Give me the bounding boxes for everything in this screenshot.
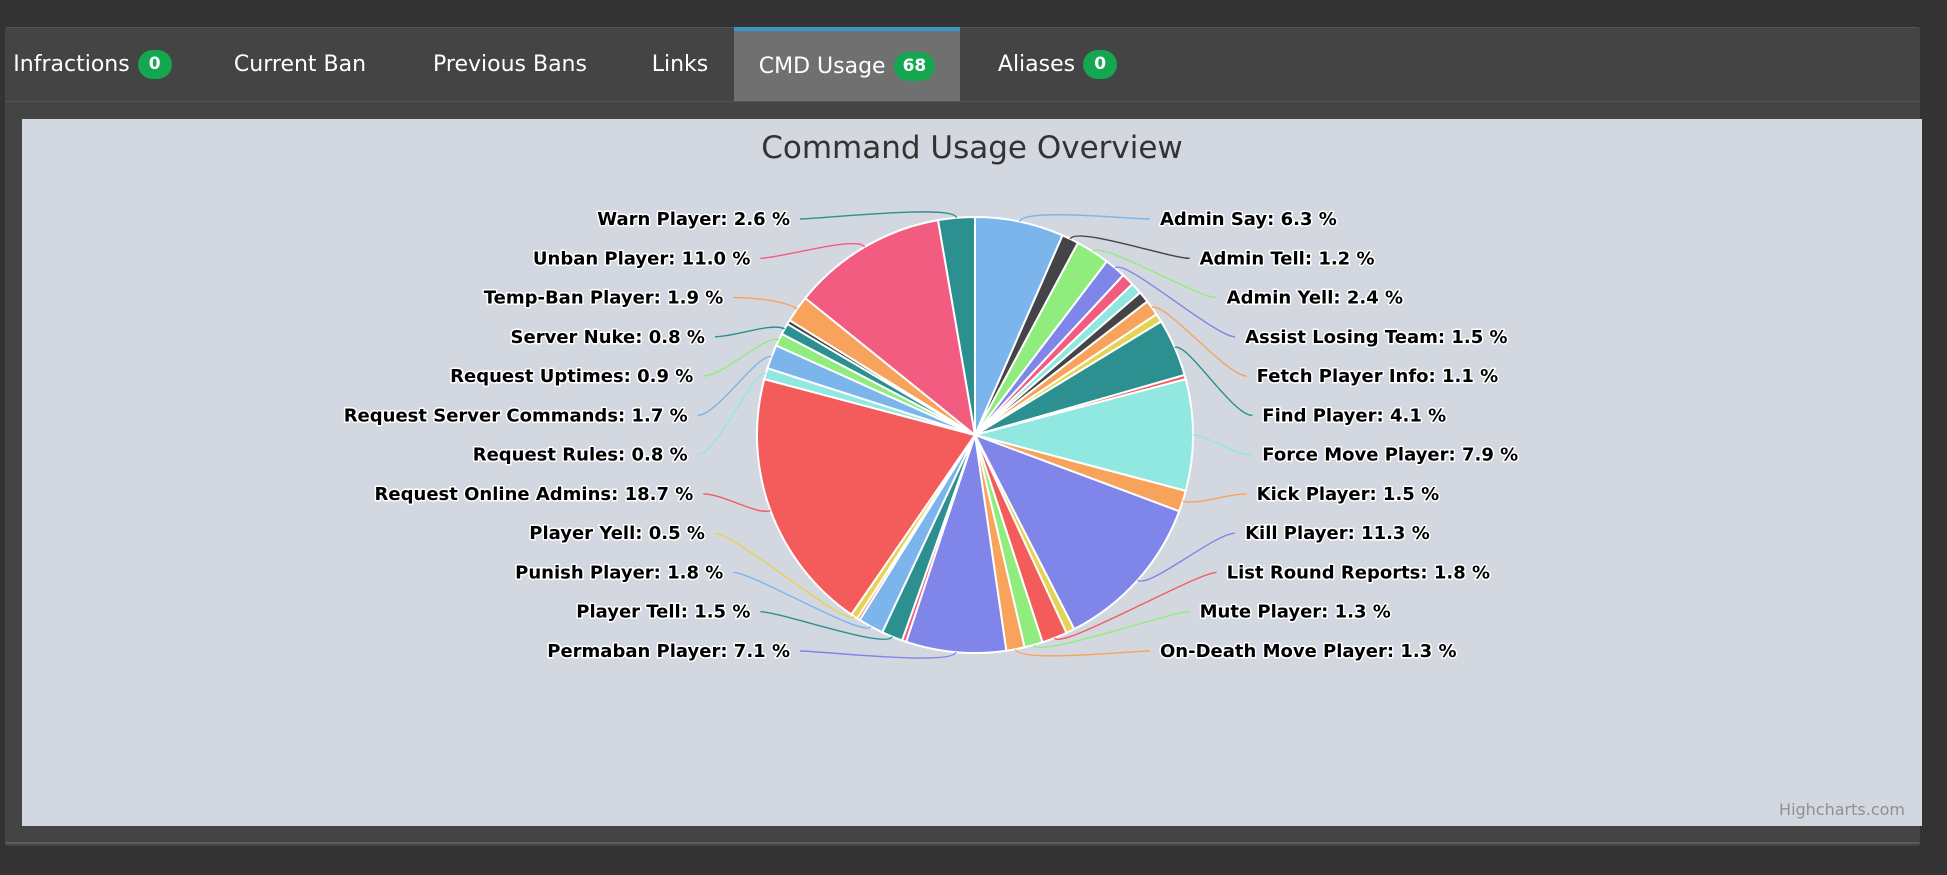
connector-kick-player [1182, 493, 1247, 503]
data-label-admin-yell: Admin Yell: 2.4 % [1227, 288, 1403, 309]
tab-label: Current Ban [233, 51, 367, 77]
connector-permaban-player [799, 650, 957, 659]
connector-kill-player [1137, 532, 1236, 582]
connector-find-player [1174, 346, 1253, 417]
data-label-request-rules: Request Rules: 0.8 % [473, 445, 688, 466]
connector-request-server-commands [697, 355, 772, 417]
tab-cmd-usage[interactable]: CMD Usage 68 [734, 27, 960, 101]
tab-label: Previous Bans [433, 51, 587, 77]
data-label-list-round-reports: List Round Reports: 1.8 % [1227, 562, 1490, 583]
data-label-unban-player: Unban Player: 11.0 % [533, 248, 751, 269]
connector-admin-tell [1069, 235, 1190, 259]
panel-bottom-border [5, 842, 1920, 844]
data-label-temp-ban-player: Temp-Ban Player: 1.9 % [484, 288, 724, 309]
connector-temp-ban-player [733, 296, 798, 310]
tab-aliases[interactable]: Aliases 0 [985, 27, 1130, 101]
tab-previous-bans[interactable]: Previous Bans [420, 27, 600, 101]
data-label-admin-say: Admin Say: 6.3 % [1160, 209, 1337, 230]
connector-mute-player [1032, 611, 1190, 649]
data-label-fetch-player-info: Fetch Player Info: 1.1 % [1257, 366, 1499, 387]
tab-current-ban[interactable]: Current Ban [210, 27, 390, 101]
tab-label: Aliases [997, 51, 1076, 77]
connector-unban-player [760, 242, 866, 259]
data-label-kick-player: Kick Player: 1.5 % [1257, 484, 1439, 505]
connector-on-death-move-player [1014, 648, 1151, 657]
data-label-admin-tell: Admin Tell: 1.2 % [1200, 248, 1375, 269]
connector-player-tell [760, 611, 893, 641]
cmd-usage-count-badge: 68 [893, 51, 936, 81]
aliases-count-badge: 0 [1083, 49, 1118, 79]
connector-admin-say [1019, 214, 1151, 223]
data-label-request-server-commands: Request Server Commands: 1.7 % [344, 405, 688, 426]
tab-bar: Infractions 0 Current Ban Previous Bans … [5, 27, 1920, 102]
connector-request-uptimes [703, 338, 780, 377]
data-label-force-move-player: Force Move Player: 7.9 % [1262, 445, 1518, 466]
infractions-count-badge: 0 [137, 49, 172, 79]
data-label-assist-losing-team: Assist Losing Team: 1.5 % [1245, 327, 1507, 348]
highcharts-credits[interactable]: Highcharts.com [1779, 800, 1905, 819]
data-label-permaban-player: Permaban Player: 7.1 % [547, 641, 790, 662]
command-usage-chart: Command Usage Overview Admin Say: 6.3 % A… [22, 119, 1922, 826]
tab-infractions[interactable]: Infractions 0 [5, 27, 180, 101]
tab-label: Infractions [13, 51, 130, 77]
data-label-find-player: Find Player: 4.1 % [1262, 405, 1446, 426]
pie-slice-permaban-player[interactable] [904, 434, 1008, 654]
connector-force-move-player [1192, 434, 1253, 456]
data-label-player-yell: Player Yell: 0.5 % [529, 523, 705, 544]
player-panel: Infractions 0 Current Ban Previous Bans … [5, 27, 1922, 846]
connector-punish-player [733, 571, 872, 629]
connector-assist-losing-team [1114, 266, 1236, 338]
connector-fetch-player-info [1151, 306, 1247, 377]
tab-links[interactable]: Links [625, 27, 735, 101]
data-label-request-uptimes: Request Uptimes: 0.9 % [450, 366, 693, 387]
pie-slice-unban-player[interactable] [803, 219, 977, 438]
pie-chart-svg: Command Usage Overview Admin Say: 6.3 %A… [342, 130, 1905, 819]
data-label-punish-player: Punish Player: 1.8 % [515, 562, 723, 583]
data-label-player-tell: Player Tell: 1.5 % [576, 602, 750, 623]
chart-title: Command Usage Overview [761, 130, 1183, 166]
connector-request-rules [697, 372, 766, 456]
data-label-mute-player: Mute Player: 1.3 % [1200, 602, 1391, 623]
connector-server-nuke [714, 326, 785, 338]
pie-slice-request-online-admins[interactable] [756, 377, 977, 616]
tab-label: CMD Usage [758, 53, 886, 79]
connector-admin-yell [1092, 249, 1217, 299]
pie-slice-kill-player[interactable] [972, 433, 1181, 631]
connector-warn-player [799, 211, 958, 220]
connector-request-online-admins [703, 493, 771, 513]
data-label-warn-player: Warn Player: 2.6 % [597, 209, 790, 230]
data-label-request-online-admins: Request Online Admins: 18.7 % [375, 484, 694, 505]
connector-list-round-reports [1053, 571, 1217, 641]
data-labels: Admin Say: 6.3 % Admin Tell: 1.2 % Admin Y… [342, 208, 1519, 664]
data-label-kill-player: Kill Player: 11.3 % [1245, 523, 1430, 544]
label-connectors [697, 211, 1253, 659]
data-label-on-death-move-player: On-Death Move Player: 1.3 % [1160, 641, 1456, 662]
tab-label: Links [651, 51, 709, 77]
connector-player-yell [714, 532, 855, 619]
data-label-server-nuke: Server Nuke: 0.8 % [511, 327, 705, 348]
pie-slices [756, 215, 1195, 654]
